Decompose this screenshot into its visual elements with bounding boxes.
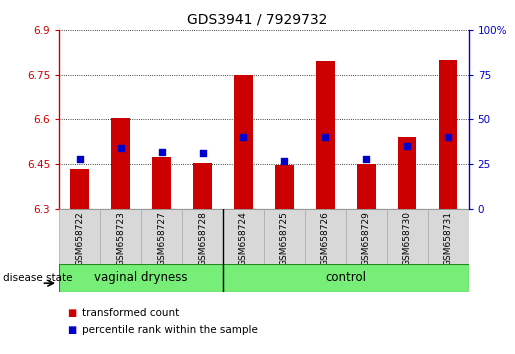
- Point: [239, 135, 248, 140]
- Bar: [182, 209, 223, 264]
- Text: GSM658729: GSM658729: [362, 211, 371, 266]
- Text: ■: ■: [67, 308, 76, 318]
- Bar: [71, 169, 89, 209]
- Text: GSM658725: GSM658725: [280, 211, 289, 266]
- Text: GSM658723: GSM658723: [116, 211, 125, 266]
- Bar: [111, 118, 130, 209]
- Bar: [275, 165, 294, 209]
- Text: GSM658730: GSM658730: [403, 211, 411, 266]
- Bar: [152, 157, 171, 209]
- Text: GSM658724: GSM658724: [239, 211, 248, 266]
- Bar: [223, 209, 264, 264]
- Text: control: control: [325, 272, 366, 284]
- Text: disease state: disease state: [3, 273, 72, 283]
- Bar: [59, 264, 223, 292]
- Point: [116, 145, 125, 151]
- Text: percentile rank within the sample: percentile rank within the sample: [82, 325, 259, 335]
- Bar: [193, 163, 212, 209]
- Bar: [346, 209, 387, 264]
- Bar: [59, 209, 100, 264]
- Bar: [234, 75, 253, 209]
- Bar: [223, 264, 469, 292]
- Point: [362, 156, 370, 162]
- Bar: [305, 209, 346, 264]
- Point: [76, 156, 84, 162]
- Text: transformed count: transformed count: [82, 308, 180, 318]
- Point: [321, 135, 330, 140]
- Bar: [387, 209, 427, 264]
- Text: vaginal dryness: vaginal dryness: [94, 272, 188, 284]
- Point: [444, 135, 452, 140]
- Bar: [427, 209, 469, 264]
- Bar: [439, 60, 457, 209]
- Point: [158, 149, 166, 154]
- Text: GSM658731: GSM658731: [444, 211, 453, 266]
- Text: GDS3941 / 7929732: GDS3941 / 7929732: [187, 12, 328, 27]
- Text: GSM658727: GSM658727: [157, 211, 166, 266]
- Point: [280, 158, 288, 164]
- Text: GSM658728: GSM658728: [198, 211, 207, 266]
- Text: GSM658726: GSM658726: [321, 211, 330, 266]
- Point: [198, 150, 207, 156]
- Bar: [357, 164, 375, 209]
- Bar: [264, 209, 305, 264]
- Point: [403, 143, 411, 149]
- Bar: [141, 209, 182, 264]
- Text: GSM658722: GSM658722: [75, 211, 84, 266]
- Bar: [100, 209, 141, 264]
- Bar: [398, 137, 417, 209]
- Bar: [316, 61, 335, 209]
- Text: ■: ■: [67, 325, 76, 335]
